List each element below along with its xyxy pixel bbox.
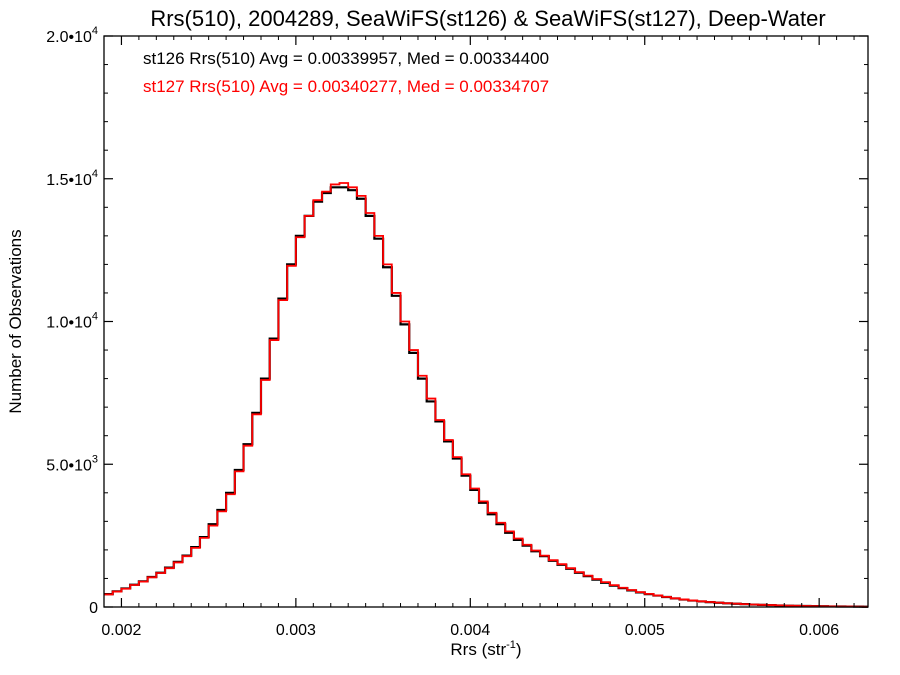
x-tick-label: 0.003 (276, 622, 316, 639)
y-tick-label: 1.5•104 (46, 168, 98, 189)
legend-entry-st127: st127 Rrs(510) Avg = 0.00340277, Med = 0… (143, 77, 549, 96)
x-tick-label: 0.005 (625, 622, 665, 639)
axis-ticks: 0.002 0.003 0.004 0.005 0.006 0 5.0•103 1.0•104… (46, 25, 868, 639)
series-st126-line (104, 186, 868, 608)
y-tick-label: 2.0•104 (46, 25, 98, 46)
chart-title: Rrs(510), 2004289, SeaWiFS(st126) & SeaW… (150, 6, 825, 31)
plot-frame (103, 35, 869, 608)
plot-content (104, 182, 868, 608)
x-tick-label: 0.004 (450, 622, 490, 639)
y-tick-label: 5.0•103 (46, 453, 98, 474)
series-st127-line (104, 182, 868, 608)
y-tick-label: 1.0•104 (46, 311, 98, 332)
legend-entry-st126: st126 Rrs(510) Avg = 0.00339957, Med = 0… (143, 49, 549, 68)
x-tick-label: 0.002 (101, 622, 141, 639)
x-tick-label: 0.006 (799, 622, 839, 639)
y-tick-label: 0 (89, 600, 98, 617)
y-axis-label: Number of Observations (6, 229, 25, 413)
x-axis-label: Rrs (str-1) (450, 639, 521, 659)
